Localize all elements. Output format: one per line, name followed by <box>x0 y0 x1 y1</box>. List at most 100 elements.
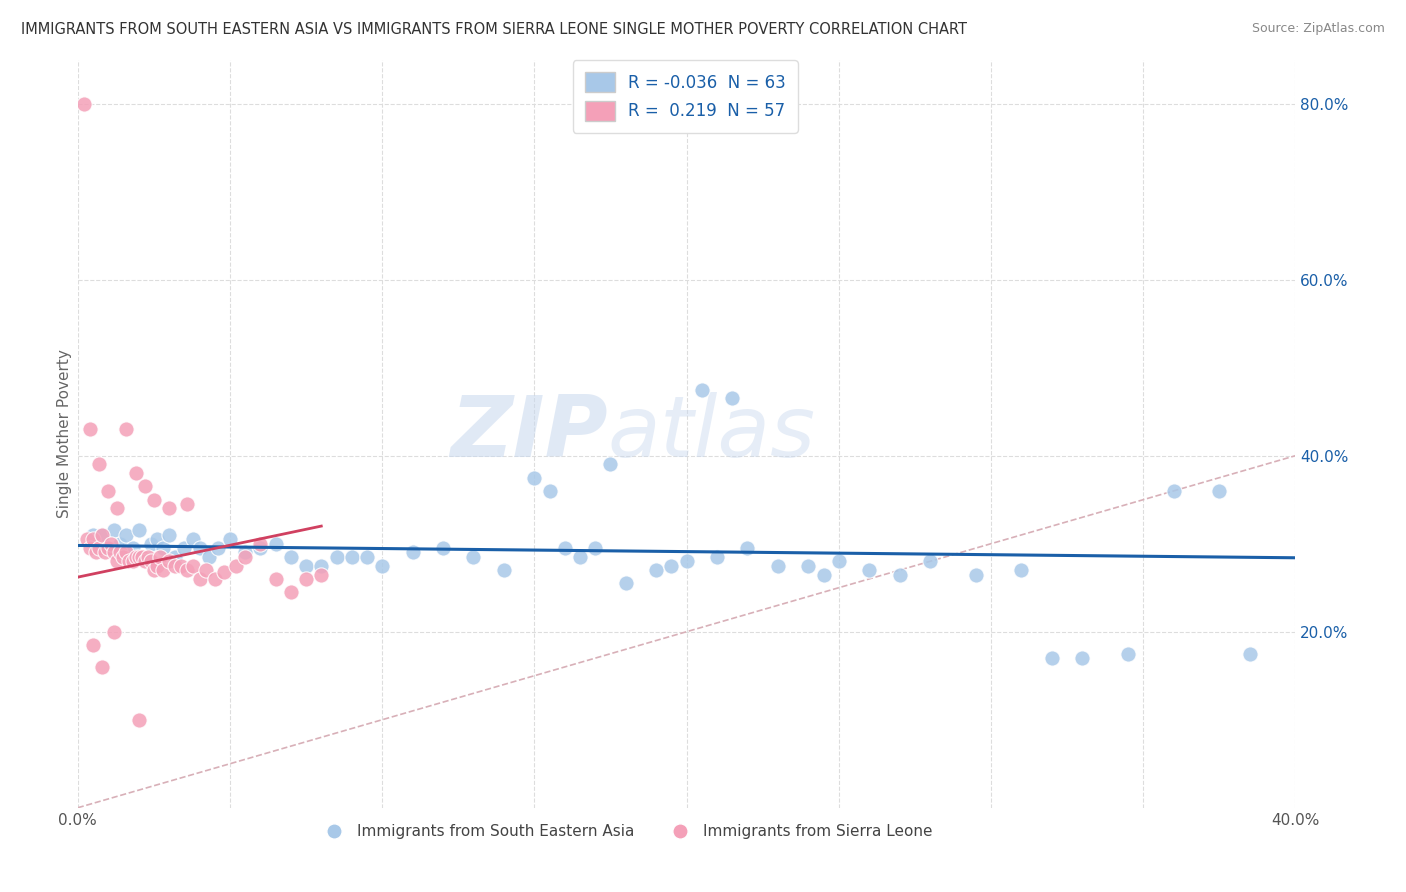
Point <box>115 422 138 436</box>
Point <box>87 458 110 472</box>
Point <box>128 713 150 727</box>
Point <box>523 471 546 485</box>
Point <box>194 563 217 577</box>
Point <box>797 558 820 573</box>
Point <box>1208 483 1230 498</box>
Point <box>165 558 187 573</box>
Point <box>136 549 159 564</box>
Point <box>173 541 195 555</box>
Point <box>188 572 211 586</box>
Point <box>737 541 759 555</box>
Point <box>401 545 423 559</box>
Point <box>554 541 576 555</box>
Point <box>97 541 120 555</box>
Point <box>142 563 165 577</box>
Point <box>463 549 485 564</box>
Point <box>207 541 229 555</box>
Point <box>1071 651 1094 665</box>
Point <box>599 458 621 472</box>
Point <box>112 549 135 564</box>
Point <box>965 567 987 582</box>
Point <box>152 541 174 555</box>
Point <box>170 558 193 573</box>
Point <box>197 549 219 564</box>
Point <box>538 483 561 498</box>
Point <box>82 533 104 547</box>
Point <box>569 549 592 564</box>
Point <box>920 554 942 568</box>
Point <box>721 392 744 406</box>
Point <box>73 96 96 111</box>
Point <box>134 554 156 568</box>
Point <box>103 524 125 538</box>
Point <box>492 563 515 577</box>
Point <box>76 533 98 547</box>
Point <box>84 545 107 559</box>
Point <box>91 660 114 674</box>
Point <box>828 554 851 568</box>
Point <box>105 501 128 516</box>
Point <box>157 554 180 568</box>
Point <box>165 549 187 564</box>
Point <box>858 563 880 577</box>
Point <box>1116 647 1139 661</box>
Point <box>219 533 242 547</box>
Point <box>614 576 637 591</box>
Point <box>157 528 180 542</box>
Point <box>264 572 287 586</box>
Point <box>121 554 143 568</box>
Point <box>149 549 172 564</box>
Point <box>340 549 363 564</box>
Point <box>97 541 120 555</box>
Point <box>157 501 180 516</box>
Point <box>675 554 697 568</box>
Point <box>100 537 122 551</box>
Point <box>134 479 156 493</box>
Point <box>1239 647 1261 661</box>
Point <box>204 572 226 586</box>
Text: ZIP: ZIP <box>450 392 607 475</box>
Point <box>146 533 169 547</box>
Point <box>134 549 156 564</box>
Text: Source: ZipAtlas.com: Source: ZipAtlas.com <box>1251 22 1385 36</box>
Point <box>325 549 347 564</box>
Point <box>225 558 247 573</box>
Point <box>103 545 125 559</box>
Point <box>110 537 132 551</box>
Point <box>115 528 138 542</box>
Text: atlas: atlas <box>607 392 815 475</box>
Point <box>115 545 138 559</box>
Point <box>146 558 169 573</box>
Point <box>264 537 287 551</box>
Point <box>91 528 114 542</box>
Point <box>183 558 205 573</box>
Point <box>97 483 120 498</box>
Point <box>690 383 713 397</box>
Point <box>118 554 141 568</box>
Point <box>766 558 789 573</box>
Point <box>432 541 454 555</box>
Point <box>110 545 132 559</box>
Point <box>249 541 271 555</box>
Point <box>1011 563 1033 577</box>
Point <box>889 567 911 582</box>
Point <box>188 541 211 555</box>
Point <box>79 541 101 555</box>
Point <box>233 545 256 559</box>
Point <box>128 524 150 538</box>
Point <box>139 554 162 568</box>
Point <box>311 567 333 582</box>
Point <box>87 541 110 555</box>
Point <box>295 558 318 573</box>
Point <box>121 541 143 555</box>
Point <box>183 533 205 547</box>
Point <box>131 549 153 564</box>
Point <box>124 467 146 481</box>
Point <box>813 567 835 582</box>
Point <box>280 585 302 599</box>
Point <box>176 497 198 511</box>
Point <box>661 558 683 573</box>
Point <box>82 638 104 652</box>
Point <box>103 624 125 639</box>
Legend: Immigrants from South Eastern Asia, Immigrants from Sierra Leone: Immigrants from South Eastern Asia, Immi… <box>312 818 939 845</box>
